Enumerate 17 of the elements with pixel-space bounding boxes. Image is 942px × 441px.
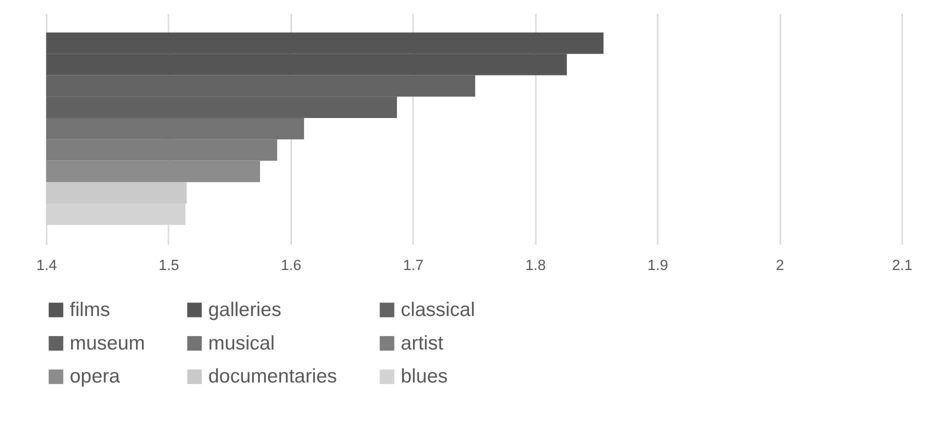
legend-label: museum xyxy=(70,332,146,354)
legend-label: blues xyxy=(400,366,448,388)
x-tick-label: 2.1 xyxy=(892,258,912,274)
x-tick-label: 1.9 xyxy=(648,258,668,274)
legend-label: films xyxy=(70,298,110,321)
x-tick-label: 2 xyxy=(776,258,784,274)
x-tick-label: 1.6 xyxy=(280,258,302,274)
legend-label: artist xyxy=(400,332,444,354)
legend-label: documentaries xyxy=(208,366,338,388)
legend-label: opera xyxy=(70,366,120,388)
x-tick-label: 1.8 xyxy=(525,258,546,274)
x-tick-label: 1.5 xyxy=(158,258,180,274)
legend-label: classical xyxy=(400,298,475,321)
x-tick-label: 1.7 xyxy=(403,258,424,274)
legend-label: musical xyxy=(208,332,275,354)
legend-label: galleries xyxy=(208,298,282,321)
x-tick-label: 1.4 xyxy=(36,258,57,274)
